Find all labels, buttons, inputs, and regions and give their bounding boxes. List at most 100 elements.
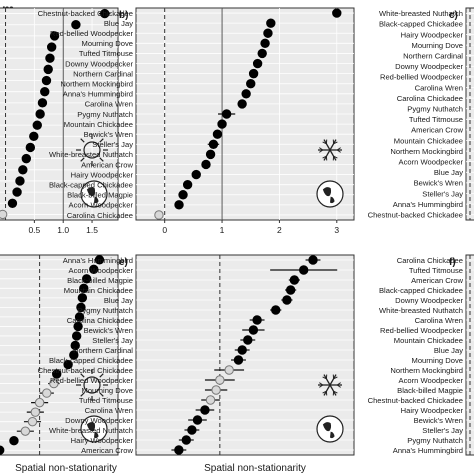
- snowflake-branch: [333, 155, 338, 159]
- category-label: Acorn Woodpecker: [69, 266, 134, 275]
- snowflake-branch: [336, 384, 341, 388]
- data-point: [260, 38, 270, 49]
- x-tick-label: 1.5: [86, 225, 98, 235]
- data-point: [30, 407, 41, 417]
- category-label: Steller's Jay: [92, 140, 133, 149]
- data-point: [70, 340, 80, 351]
- category-label: Steller's Jay: [422, 426, 463, 435]
- globe-landmass: [94, 431, 99, 439]
- data-point: [7, 198, 18, 208]
- globe-landmass: [94, 196, 99, 204]
- data-point: [74, 312, 85, 322]
- category-label: Chestnut-backed Chickadee: [38, 9, 133, 18]
- snowflake-icon: [323, 149, 331, 161]
- category-label: Downy Woodpecker: [395, 62, 463, 71]
- category-label: Mourning Dove: [412, 41, 464, 50]
- category-label: Tufted Titmouse: [409, 115, 463, 124]
- category-label: Blue Jay: [104, 19, 133, 28]
- category-label: White-breasted Nuthatch: [49, 426, 133, 435]
- sun-ray: [80, 138, 85, 143]
- data-point: [71, 331, 82, 341]
- data-point: [20, 426, 31, 436]
- category-label: Bewick's Wren: [84, 130, 133, 139]
- data-point: [187, 425, 197, 435]
- data-point: [27, 416, 38, 427]
- data-point: [211, 385, 221, 395]
- category-label: Carolina Chickadee: [397, 256, 463, 265]
- snowflake-branch: [333, 390, 338, 394]
- data-point: [201, 159, 211, 170]
- category-label: Mountain Chickadee: [394, 336, 463, 345]
- sun-ray: [99, 392, 104, 397]
- data-point: [0, 209, 8, 220]
- category-label: Black-billed Magpie: [67, 276, 133, 285]
- data-point: [35, 109, 45, 119]
- data-point: [248, 325, 259, 335]
- data-point: [174, 200, 184, 210]
- category-label: Downy Woodpecker: [65, 59, 133, 68]
- sun-ray: [80, 373, 85, 378]
- category-label: Downy Woodpecker: [395, 296, 463, 305]
- category-label: Chestnut-backed Chickadee: [368, 211, 463, 220]
- data-point: [221, 109, 232, 119]
- category-label: Pygmy Nuthatch: [77, 306, 133, 315]
- data-point: [181, 435, 192, 445]
- x-tick-label: 0.5: [28, 225, 40, 235]
- data-point: [215, 375, 225, 385]
- data-point: [52, 369, 62, 379]
- data-point: [49, 31, 60, 41]
- data-point: [224, 365, 234, 375]
- snowflake-icon: [329, 384, 337, 396]
- category-label: Chestnut-backed Chickadee: [38, 366, 133, 375]
- data-point: [43, 64, 53, 75]
- category-label: American Crow: [81, 160, 133, 169]
- data-point: [41, 75, 52, 86]
- data-point: [71, 20, 81, 30]
- data-point: [76, 302, 86, 313]
- snowflake-branch: [333, 376, 338, 380]
- category-label: Pygmy Nuthatch: [407, 105, 463, 114]
- globe-landmass: [322, 422, 332, 432]
- category-label: Anna's Hummingbird: [393, 446, 463, 455]
- data-point: [100, 8, 110, 19]
- data-point: [233, 355, 244, 365]
- category-label: Pygmy Nuthatch: [407, 436, 463, 445]
- category-label: Carolina Chickadee: [67, 316, 133, 325]
- category-label: Northern Cardinal: [73, 346, 133, 355]
- data-point: [79, 283, 89, 294]
- category-label: Black-billed Magpie: [397, 386, 463, 395]
- category-label: Acorn Woodpecker: [399, 158, 464, 167]
- sun-ray: [99, 138, 104, 143]
- data-point: [257, 48, 267, 59]
- snowflake-branch: [336, 149, 341, 153]
- sun-ray: [99, 157, 104, 162]
- data-point: [18, 165, 28, 175]
- data-point: [21, 153, 31, 164]
- data-point: [46, 42, 57, 52]
- category-label: Northern Cardinal: [73, 69, 133, 78]
- snowflake-icon: [329, 139, 337, 151]
- data-point: [73, 321, 83, 332]
- category-label: Downy Woodpecker: [65, 416, 133, 425]
- data-point: [69, 350, 79, 360]
- globe-landmass: [330, 196, 335, 204]
- data-point: [77, 293, 88, 303]
- data-point: [205, 149, 216, 160]
- category-label: Northern Mockingbird: [390, 366, 463, 375]
- category-label: Blue Jay: [434, 168, 463, 177]
- data-point: [205, 395, 216, 405]
- category-label: Bewick's Wren: [414, 179, 463, 188]
- snowflake-branch: [319, 382, 324, 386]
- category-label: Steller's Jay: [92, 336, 133, 345]
- x-axis-title: Spatial non-stationarity: [15, 463, 117, 474]
- data-point: [25, 142, 36, 153]
- data-point: [32, 120, 42, 130]
- snowflake-branch: [322, 390, 327, 394]
- category-label: Bewick's Wren: [414, 416, 463, 425]
- globe-landmass: [322, 187, 332, 197]
- data-point: [192, 415, 203, 425]
- globe-landmass: [86, 422, 96, 432]
- data-point: [208, 139, 219, 149]
